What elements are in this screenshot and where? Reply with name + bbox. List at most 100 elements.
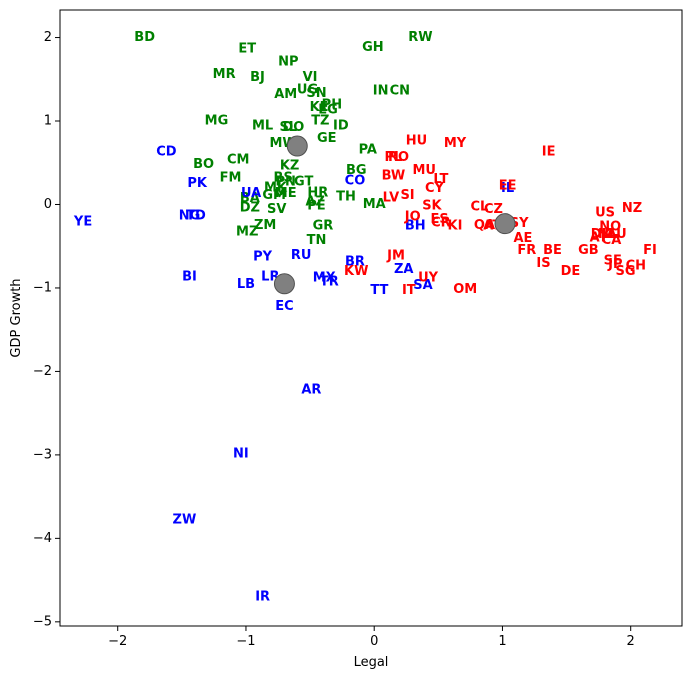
data-point-label: YE <box>73 215 92 230</box>
x-tick-label: 0 <box>370 634 378 649</box>
data-point-label: MK <box>264 180 288 195</box>
data-point-label: JM <box>386 249 405 264</box>
data-point-label: CR <box>431 215 451 230</box>
data-point-label: KZ <box>280 159 300 174</box>
data-point-label: ES <box>430 212 448 227</box>
data-point-label: BO <box>193 157 214 172</box>
data-point-label: DZ <box>240 200 260 215</box>
data-point-label: GE <box>317 131 337 146</box>
data-point-label: TT <box>370 283 388 298</box>
data-point-label: CN <box>390 83 410 98</box>
x-tick-label: −1 <box>236 634 255 649</box>
data-point-label: ZW <box>173 512 197 527</box>
y-tick-label: 2 <box>44 30 52 45</box>
plot-frame <box>59 9 683 627</box>
data-point-label: BW <box>382 169 406 184</box>
data-point-label: NO <box>599 220 621 235</box>
data-point-label: MR <box>213 67 236 82</box>
data-point-label: RO <box>388 150 409 165</box>
data-point-label: NG <box>179 209 201 224</box>
data-point-label: CZ <box>484 202 503 217</box>
data-point-label: GM <box>262 188 286 203</box>
data-point-label: NL <box>598 227 617 242</box>
data-point-label: TR <box>320 275 339 290</box>
data-point-label: NI <box>233 447 249 462</box>
data-point-label: ZA <box>394 262 414 277</box>
data-point-label: FI <box>643 243 657 258</box>
data-point-label: MX <box>313 270 336 285</box>
data-point-label: IL <box>501 181 514 196</box>
data-point-label: KE <box>310 100 329 115</box>
data-point-label: FM <box>220 170 242 185</box>
data-point-label: GR <box>313 219 334 234</box>
data-point-label: ZM <box>254 218 276 233</box>
y-axis-label: GDP Growth <box>9 278 24 357</box>
data-point-label: MY <box>444 136 467 151</box>
data-point-label: RU <box>291 248 312 263</box>
data-point-label: ET <box>238 42 256 57</box>
data-point-label: QA <box>474 218 495 233</box>
y-tick-label: −1 <box>33 280 52 295</box>
data-point-label: IN <box>373 83 389 98</box>
data-point-label: BR <box>345 255 365 270</box>
y-tick-label: −4 <box>33 531 52 546</box>
data-point-label: UY <box>418 270 439 285</box>
data-point-label: CH <box>626 259 646 274</box>
data-point-label: IE <box>542 144 556 159</box>
data-point-label: EC <box>275 299 293 314</box>
data-point-label: IS <box>536 256 550 271</box>
y-tick-label: −3 <box>33 447 52 462</box>
data-point-label: MZ <box>236 225 258 240</box>
data-point-label: OM <box>453 282 477 297</box>
cluster-centroid-marker <box>494 213 516 235</box>
data-point-label: ML <box>252 119 273 134</box>
data-point-label: MU <box>412 163 436 178</box>
data-point-label: AZ <box>305 194 325 209</box>
data-point-label: SV <box>267 202 286 217</box>
data-point-label: US <box>595 205 615 220</box>
data-point-label: BJ <box>250 70 265 85</box>
data-point-label: BA <box>240 191 260 206</box>
data-point-label: RS <box>273 170 292 185</box>
data-point-label: ID <box>333 119 349 134</box>
data-point-label: HR <box>307 185 328 200</box>
data-point-label: SE <box>604 254 622 269</box>
data-point-label: CY <box>425 181 445 196</box>
data-point-label: LT <box>433 172 448 187</box>
data-point-label: LB <box>237 277 255 292</box>
data-point-label: SG <box>616 264 636 279</box>
x-tick-label: 1 <box>498 634 506 649</box>
data-point-label: UG <box>297 83 318 98</box>
data-point-label: IT <box>402 283 416 298</box>
data-point-label: DK <box>591 227 613 242</box>
data-point-label: PL <box>385 150 403 165</box>
data-point-label: CM <box>227 153 249 168</box>
data-point-label: HU <box>406 134 427 149</box>
data-point-label: KW <box>344 264 368 279</box>
data-point-label: PN <box>276 174 296 189</box>
data-point-label: MG <box>205 114 229 129</box>
data-point-label: GB <box>578 243 599 258</box>
data-point-label: BH <box>405 219 426 234</box>
data-point-label: TZ <box>311 114 329 129</box>
x-tick-label: 2 <box>627 634 635 649</box>
cluster-centroid-marker <box>286 135 308 157</box>
data-point-label: SA <box>413 278 432 293</box>
data-point-label: AR <box>301 382 321 397</box>
y-tick-label: 1 <box>44 114 52 129</box>
data-point-label: IR <box>255 589 270 604</box>
data-point-label: DE <box>561 264 581 279</box>
data-point-label: EE <box>499 179 517 194</box>
data-point-label: NP <box>278 54 298 69</box>
data-point-label: DO <box>282 120 304 135</box>
data-point-label: LV <box>383 190 400 205</box>
data-point-label: JP <box>607 257 622 272</box>
data-point-label: SI <box>400 188 414 203</box>
data-point-label: VI <box>303 70 318 85</box>
y-tick-label: −5 <box>33 614 52 629</box>
axis-ticks: −2 −1 0 1 2 −5 −4 −3 −2 −1 0 1 2 <box>33 30 635 649</box>
data-point-label: TD <box>186 209 206 224</box>
